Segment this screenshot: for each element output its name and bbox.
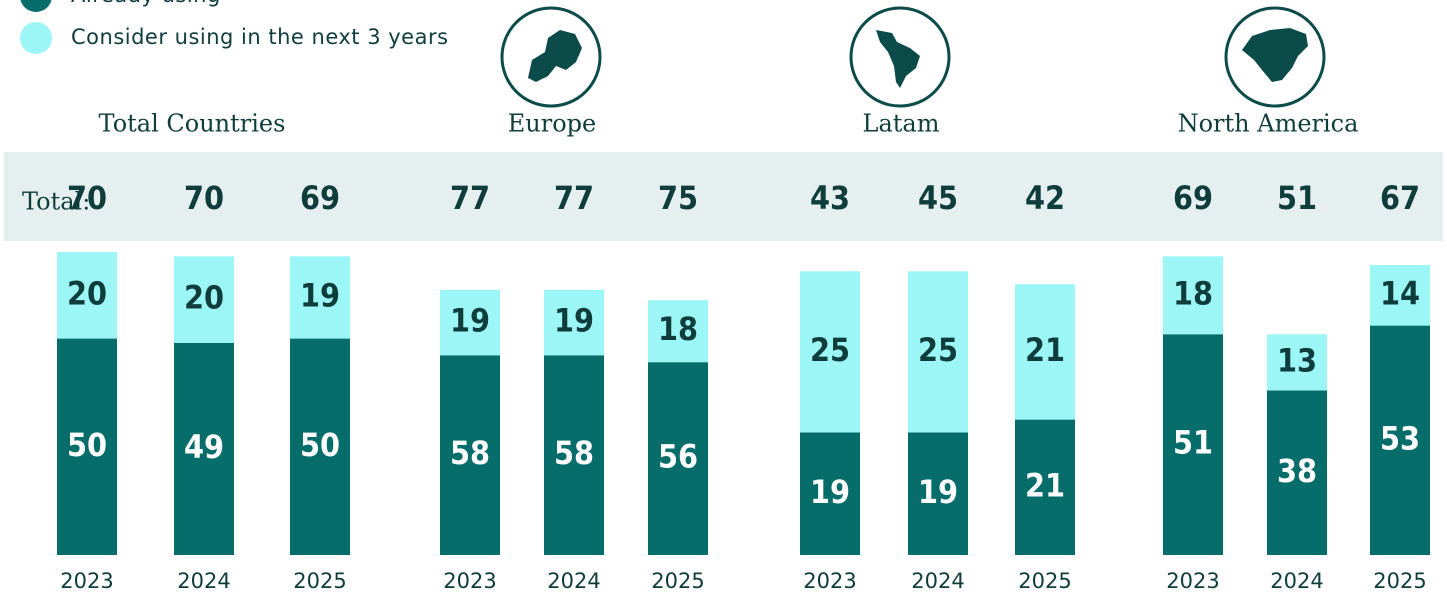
latam-icon (849, 6, 951, 108)
group-title: Total Countries (99, 110, 286, 138)
bar-value-label: 21 (1025, 466, 1065, 504)
bar-value-label: 25 (918, 331, 958, 369)
x-tick-label: 2023 (1166, 569, 1219, 593)
bar-segment (440, 355, 500, 555)
bar-value-label: 21 (1025, 331, 1065, 369)
group-title: Europe (508, 110, 596, 138)
bar-segment (648, 300, 708, 363)
group-title: North America (1178, 110, 1359, 138)
bar-segment (1163, 256, 1223, 335)
x-tick-label: 2025 (293, 569, 346, 593)
bar-value-label: 19 (300, 276, 340, 314)
bar-segment (1015, 419, 1075, 555)
bar-segment (1370, 325, 1430, 555)
total-value: 77 (554, 179, 594, 217)
total-value: 67 (1380, 179, 1420, 217)
bar-segment (1015, 284, 1075, 420)
total-value: 70 (184, 179, 224, 217)
bar-segment (290, 338, 350, 555)
total-value: 45 (918, 179, 958, 217)
x-tick-label: 2023 (443, 569, 496, 593)
x-tick-label: 2024 (1270, 569, 1323, 593)
bar-value-label: 19 (918, 473, 958, 511)
bar-segment (908, 432, 968, 555)
bar-value-label: 51 (1173, 424, 1213, 462)
bar-value-label: 20 (67, 274, 107, 312)
bar-segment (174, 256, 234, 343)
x-tick-label: 2024 (911, 569, 964, 593)
europe-icon (500, 6, 602, 108)
bar-segment (800, 271, 860, 433)
legend-swatch (20, 0, 52, 12)
bar-segment (544, 289, 604, 356)
total-value: 69 (300, 179, 340, 217)
bar-value-label: 14 (1380, 274, 1420, 312)
bar-segment (544, 355, 604, 555)
bar-value-label: 50 (300, 426, 340, 464)
total-value: 77 (450, 179, 490, 217)
x-tick-label: 2025 (1018, 569, 1071, 593)
x-tick-label: 2024 (547, 569, 600, 593)
total-value: 69 (1173, 179, 1213, 217)
legend-swatch (20, 22, 52, 54)
x-tick-label: 2023 (60, 569, 113, 593)
legend-label: Already using (71, 0, 221, 7)
bar-segment (1267, 390, 1327, 555)
bar-segment (1370, 264, 1430, 326)
x-tick-label: 2023 (803, 569, 856, 593)
bar-value-label: 13 (1277, 341, 1317, 379)
bar-segment (648, 362, 708, 555)
total-value: 43 (810, 179, 850, 217)
total-label: Total: (22, 188, 90, 216)
bar-segment (1267, 334, 1327, 391)
total-value: 51 (1277, 179, 1317, 217)
bar-segment (800, 432, 860, 555)
bar-value-label: 25 (810, 331, 850, 369)
bar-value-label: 18 (658, 310, 698, 348)
total-value: 70 (67, 179, 107, 217)
group-title: Latam (863, 110, 940, 138)
bar-value-label: 18 (1173, 274, 1213, 312)
bar-value-label: 38 (1277, 452, 1317, 490)
x-tick-label: 2024 (177, 569, 230, 593)
bar-value-label: 19 (810, 473, 850, 511)
bar-value-label: 20 (184, 279, 224, 317)
bar-segment (57, 252, 117, 339)
bar-segment (908, 271, 968, 433)
bar-value-label: 49 (184, 428, 224, 466)
bar-segment (440, 289, 500, 356)
bar-value-label: 56 (658, 438, 698, 476)
bar-segment (290, 256, 350, 339)
north-america-icon (1224, 6, 1326, 108)
bar-value-label: 53 (1380, 419, 1420, 457)
bar-value-label: 50 (67, 426, 107, 464)
x-tick-label: 2025 (1373, 569, 1426, 593)
bar-segment (1163, 334, 1223, 555)
bar-value-label: 19 (450, 302, 490, 340)
bar-value-label: 58 (554, 434, 594, 472)
total-value: 75 (658, 179, 698, 217)
x-tick-label: 2025 (651, 569, 704, 593)
bar-segment (57, 338, 117, 555)
bar-value-label: 58 (450, 434, 490, 472)
total-value: 42 (1025, 179, 1065, 217)
totals-band (4, 152, 1443, 241)
bar-value-label: 19 (554, 302, 594, 340)
bar-segment (174, 342, 234, 555)
legend-label: Consider using in the next 3 years (71, 25, 449, 49)
